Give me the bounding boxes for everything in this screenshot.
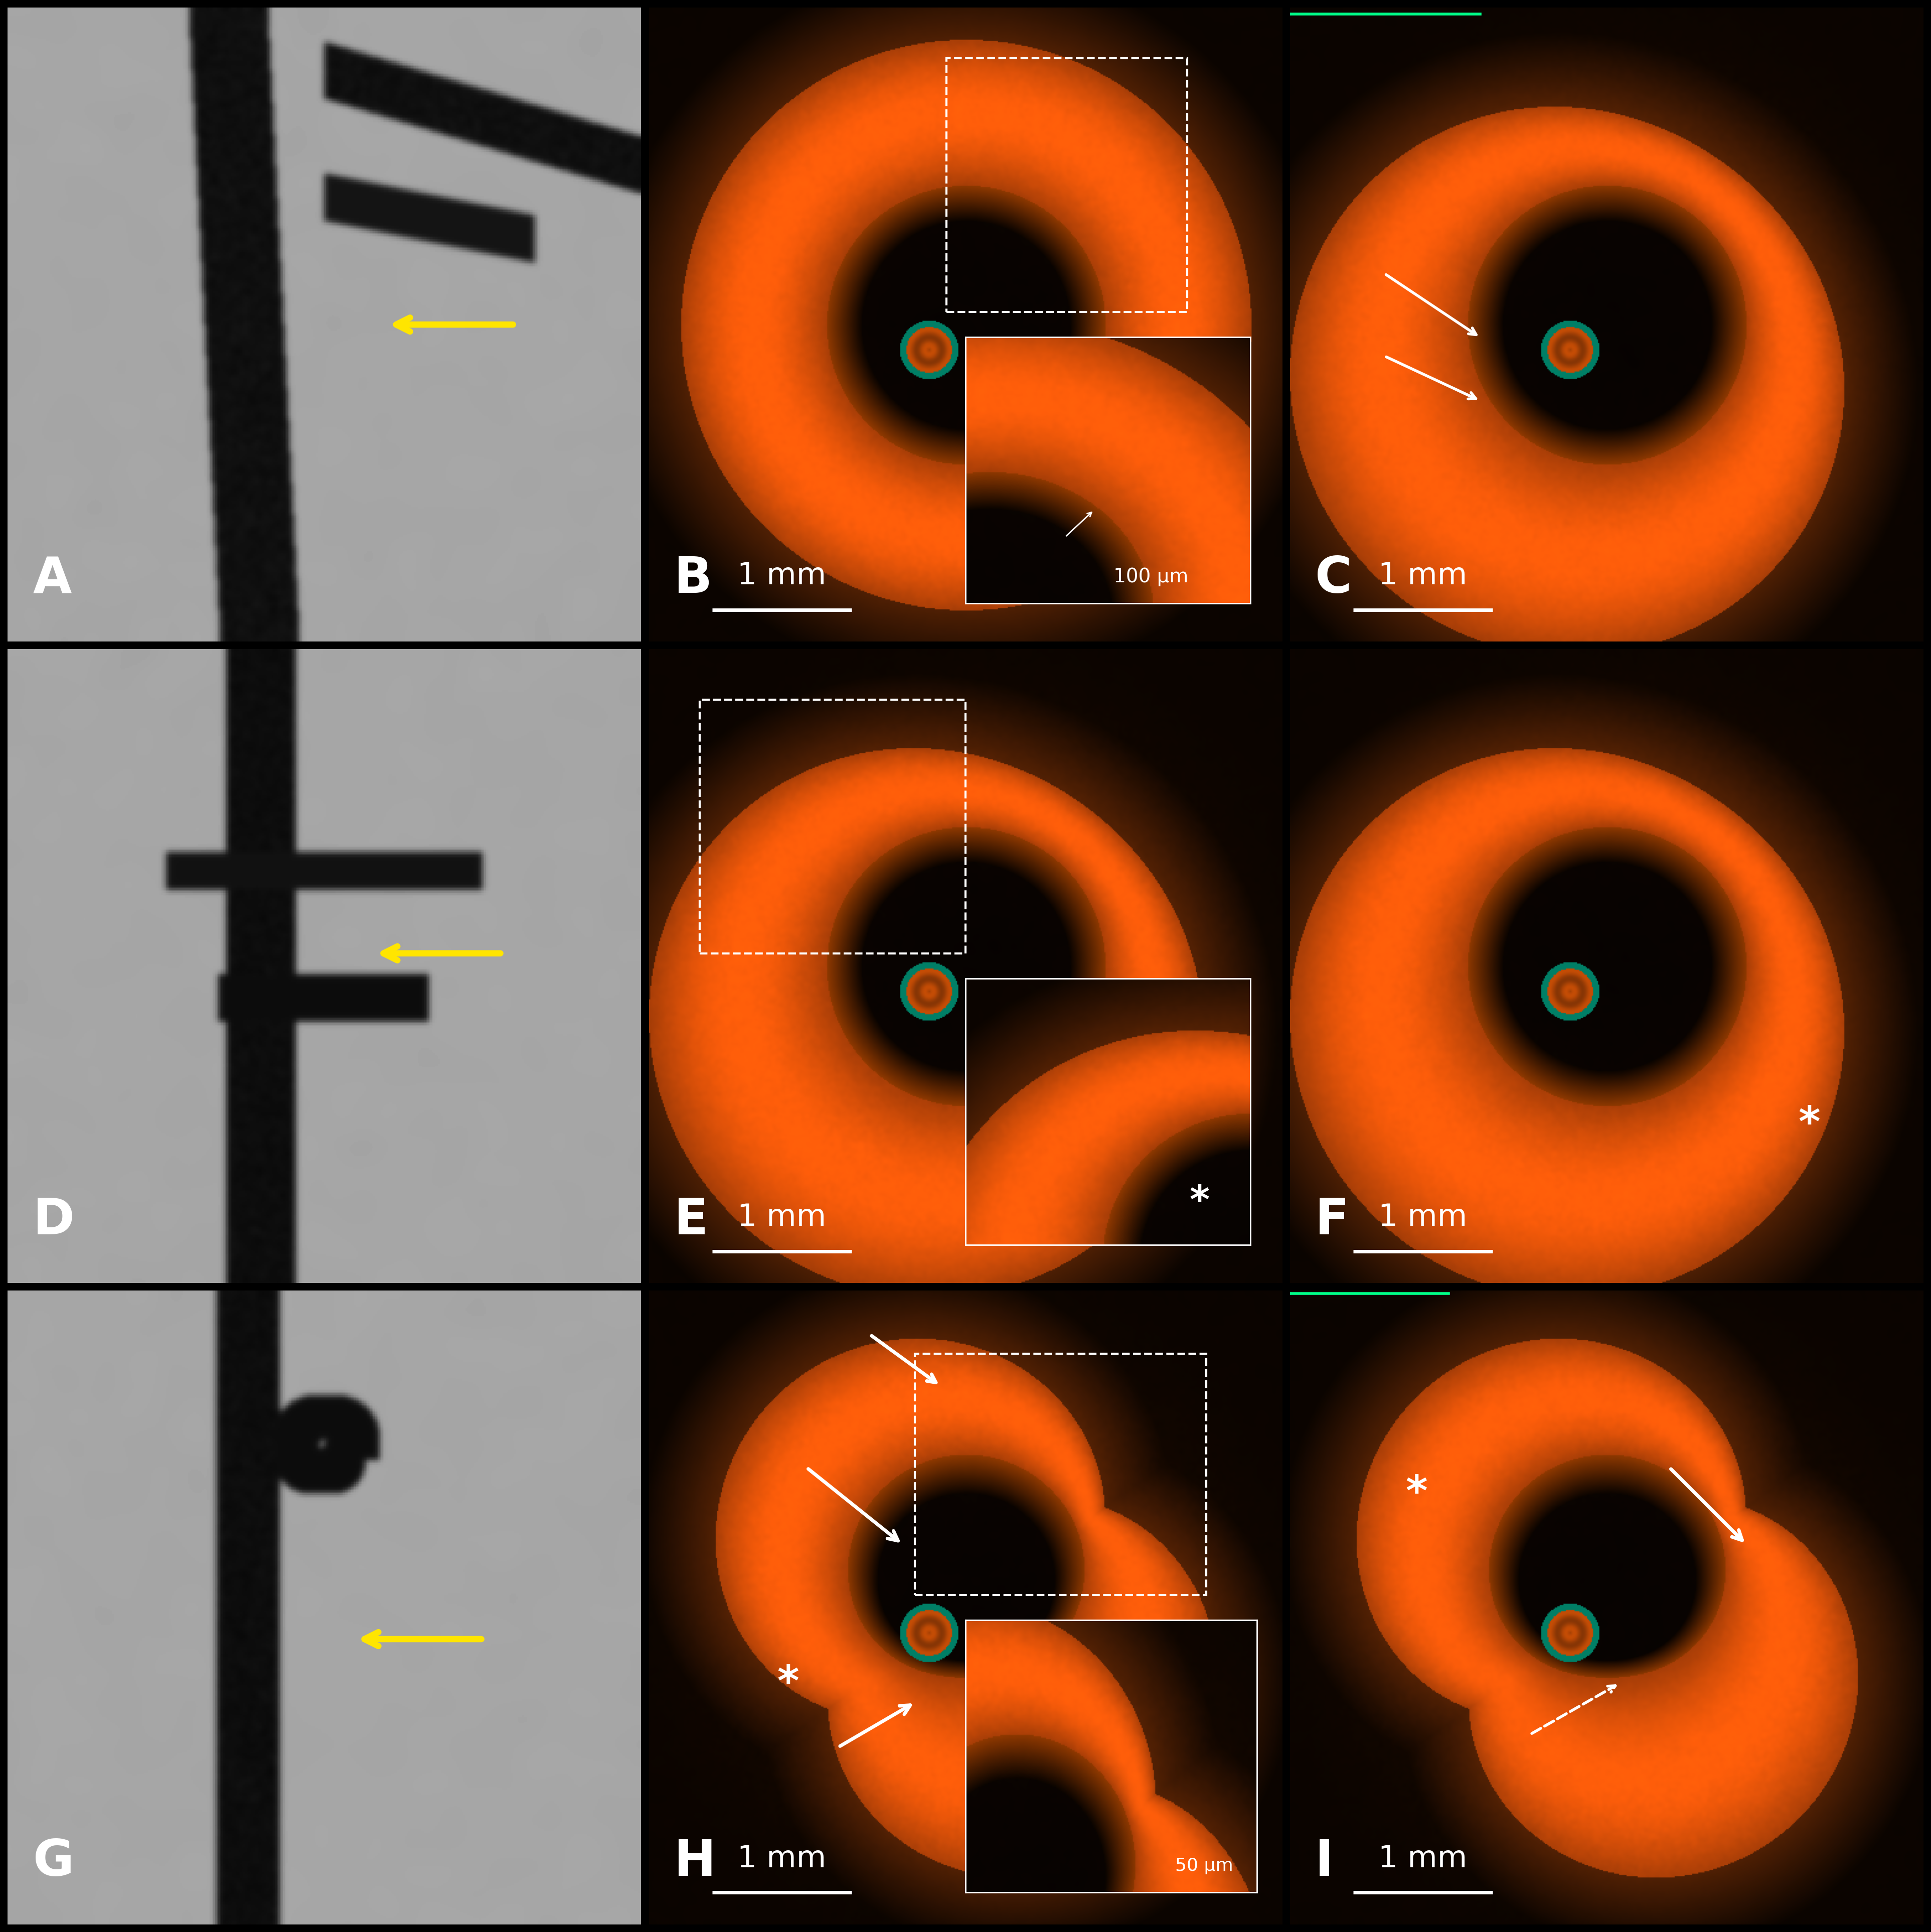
- Text: D: D: [33, 1196, 75, 1244]
- Bar: [946, 58, 1188, 311]
- Text: 1 mm: 1 mm: [1379, 560, 1468, 591]
- Text: 1 mm: 1 mm: [738, 1202, 826, 1233]
- Text: C: C: [1315, 554, 1352, 603]
- Text: E: E: [674, 1196, 709, 1244]
- Text: 1 mm: 1 mm: [738, 1843, 826, 1874]
- Text: I: I: [1315, 1837, 1334, 1886]
- Text: B: B: [674, 554, 713, 603]
- Text: G: G: [33, 1837, 73, 1886]
- Text: F: F: [1315, 1196, 1350, 1244]
- Text: *: *: [1798, 1103, 1821, 1146]
- Text: 1 mm: 1 mm: [1379, 1843, 1468, 1874]
- Text: *: *: [776, 1663, 799, 1704]
- Text: 1 mm: 1 mm: [738, 560, 826, 591]
- Bar: [699, 699, 966, 952]
- Text: *: *: [1406, 1472, 1427, 1513]
- Text: A: A: [33, 554, 71, 603]
- Bar: [915, 1354, 1207, 1594]
- Text: 1 mm: 1 mm: [1379, 1202, 1468, 1233]
- Text: H: H: [674, 1837, 716, 1886]
